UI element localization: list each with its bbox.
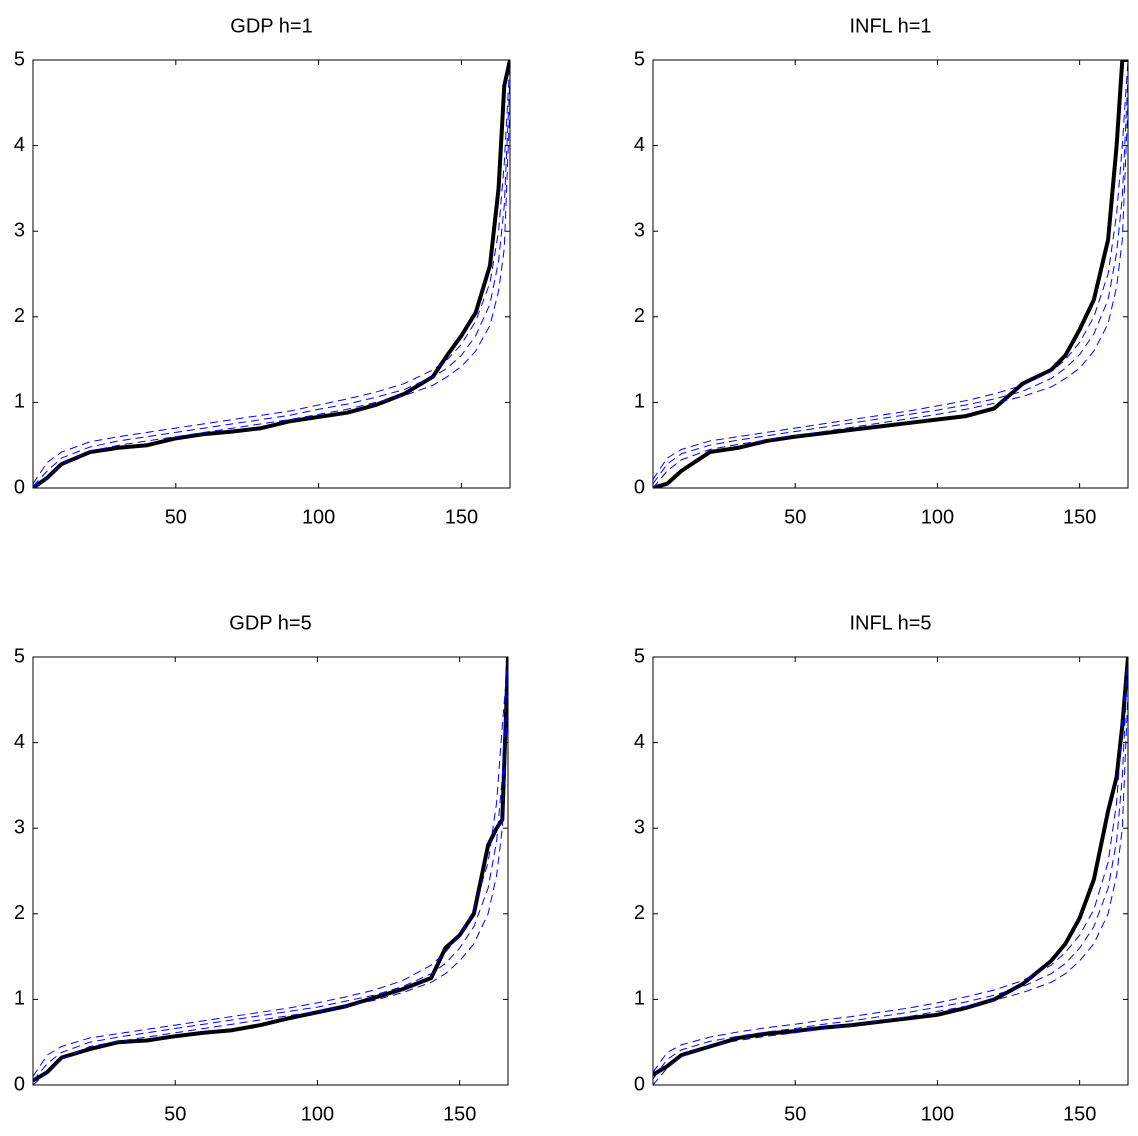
plot-area — [653, 657, 1128, 1085]
axes-box — [32, 59, 511, 489]
dashed-line — [653, 657, 1128, 1080]
y-tick-label: 1 — [14, 988, 25, 1010]
y-tick-label: 1 — [14, 391, 25, 413]
y-tick-label: 2 — [14, 902, 25, 924]
x-tick-label: 150 — [443, 1103, 476, 1125]
y-tick-label: 5 — [634, 645, 645, 667]
plot-area — [33, 60, 510, 488]
y-tick-label: 3 — [14, 219, 25, 241]
dashed-line — [653, 77, 1128, 485]
dashed-line — [653, 657, 1128, 1073]
solid-line — [33, 657, 508, 1083]
subplot: GDP h=5 0 1 2 3 4 5 50 100 150 — [14, 612, 509, 1125]
subplot: GDP h=1 0 1 2 3 4 5 50 100 150 — [14, 15, 511, 528]
subplot: INFL h=1 0 1 2 3 4 5 50 100 150 — [634, 15, 1129, 528]
x-tick-label: 100 — [302, 506, 335, 528]
y-tick-label: 5 — [634, 48, 645, 70]
dashed-line — [33, 691, 508, 1085]
y-tick-label: 2 — [634, 902, 645, 924]
chart-title: GDP h=1 — [230, 15, 312, 37]
y-tick-label: 0 — [634, 476, 645, 498]
y-tick-label: 3 — [634, 219, 645, 241]
lines — [33, 657, 508, 1085]
dashed-line — [33, 657, 508, 1082]
y-tick-label: 3 — [634, 816, 645, 838]
chart-title: GDP h=5 — [229, 612, 311, 634]
y-tick-label: 4 — [634, 134, 645, 156]
solid-line — [33, 60, 510, 488]
y-tick-label: 5 — [14, 48, 25, 70]
lines — [653, 60, 1128, 488]
solid-line — [653, 657, 1128, 1077]
lines — [33, 60, 510, 488]
y-tick-label: 2 — [634, 305, 645, 327]
dashed-line — [33, 657, 508, 1077]
subplot: INFL h=5 0 1 2 3 4 5 50 100 150 — [634, 612, 1129, 1125]
y-tick-label: 3 — [14, 816, 25, 838]
x-tick-label: 150 — [1063, 506, 1096, 528]
y-tick-label: 1 — [634, 988, 645, 1010]
dashed-line — [33, 60, 510, 484]
dashed-line — [33, 102, 510, 488]
y-tick-label: 1 — [634, 391, 645, 413]
lines — [653, 657, 1128, 1085]
x-tick-label: 100 — [921, 506, 954, 528]
x-tick-label: 100 — [301, 1103, 334, 1125]
dashed-line — [653, 691, 1128, 1085]
axes-box — [32, 656, 509, 1086]
x-tick-label: 150 — [445, 506, 478, 528]
y-tick-label: 4 — [14, 134, 25, 156]
x-tick-label: 50 — [165, 506, 187, 528]
y-tick-label: 2 — [14, 305, 25, 327]
y-tick-label: 4 — [14, 731, 25, 753]
axes-box — [652, 656, 1129, 1086]
dashed-line — [653, 102, 1128, 488]
y-tick-label: 5 — [14, 645, 25, 667]
y-tick-label: 0 — [14, 476, 25, 498]
y-tick-label: 4 — [634, 731, 645, 753]
solid-line — [653, 60, 1128, 488]
axes-box — [652, 59, 1129, 489]
chart-title: INFL h=5 — [849, 612, 931, 634]
x-tick-label: 100 — [921, 1103, 954, 1125]
dashed-line — [653, 60, 1128, 480]
x-tick-label: 50 — [784, 1103, 806, 1125]
x-tick-label: 50 — [784, 506, 806, 528]
x-tick-label: 50 — [164, 1103, 186, 1125]
dashed-line — [33, 77, 510, 487]
chart-title: INFL h=1 — [849, 15, 931, 37]
x-tick-label: 150 — [1063, 1103, 1096, 1125]
y-tick-label: 0 — [14, 1073, 25, 1095]
y-tick-label: 0 — [634, 1073, 645, 1095]
